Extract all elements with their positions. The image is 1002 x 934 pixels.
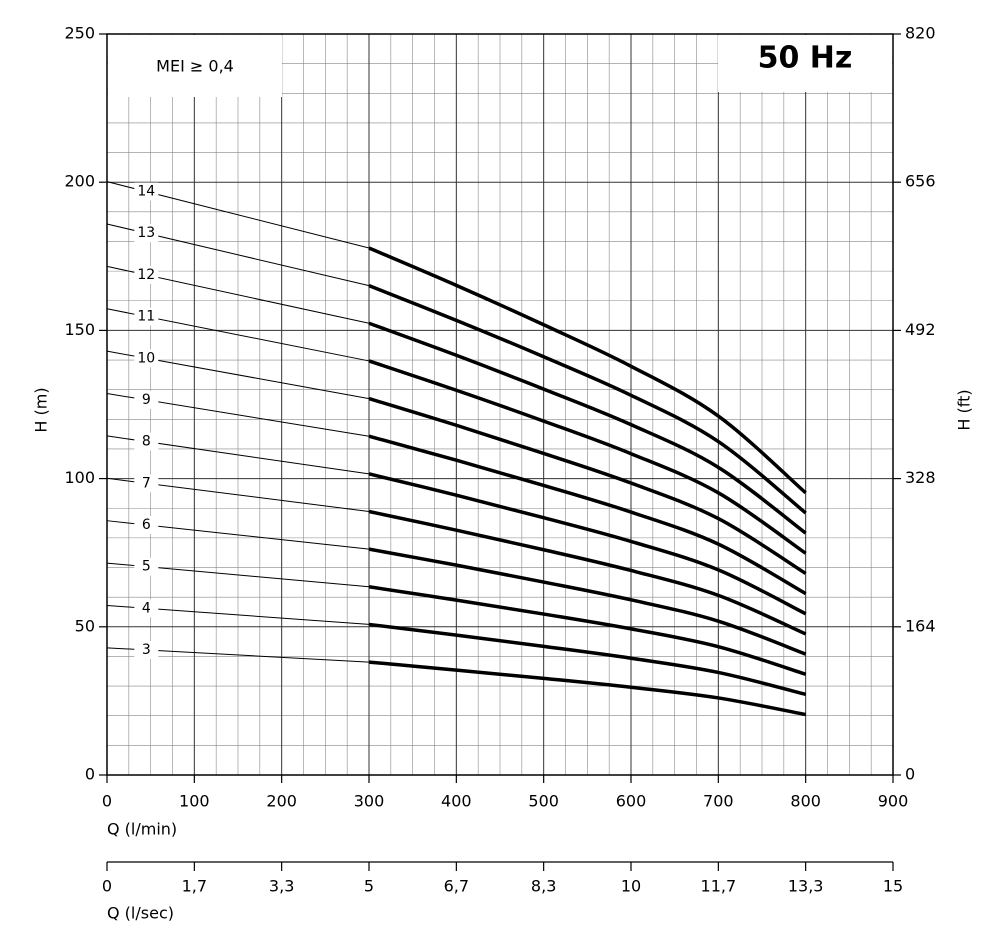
curve-label: 14 (137, 184, 155, 200)
y-tick-label: 100 (64, 468, 95, 487)
annotation-box (718, 35, 892, 92)
x2-tick-label: 6,7 (444, 877, 469, 896)
x2-tick-label: 11,7 (701, 877, 737, 896)
y-axis-label: H (m) (32, 387, 51, 432)
x-tick-label: 600 (616, 792, 647, 811)
curve (368, 246, 807, 495)
x-tick-label: 300 (354, 792, 385, 811)
y2-tick-label: 164 (905, 616, 936, 635)
x-tick-label: 900 (878, 792, 909, 811)
x2-tick-label: 8,3 (531, 877, 556, 896)
curve-label: 9 (142, 392, 151, 408)
x2-tick-label: 1,7 (182, 877, 207, 896)
curve (368, 622, 807, 697)
y-tick-label: 250 (64, 24, 95, 43)
annotation: MEI ≥ 0,4 (156, 57, 234, 76)
y2-tick-label: 0 (905, 765, 915, 784)
x-tick-label: 100 (179, 792, 210, 811)
curve (368, 547, 807, 656)
curve-label: 11 (137, 309, 155, 325)
curve-label-bg (134, 182, 159, 201)
curve-label: 13 (137, 225, 155, 241)
curve-label-bg (134, 474, 159, 493)
y2-axis-label: H (ft) (955, 389, 974, 430)
curve (368, 396, 807, 575)
annotation-box (108, 35, 282, 97)
x2-tick-label: 10 (621, 877, 641, 896)
curve (368, 660, 806, 717)
curve-label-bg (134, 349, 159, 368)
x2-tick-label: 0 (102, 877, 112, 896)
curve-label: 12 (137, 267, 155, 283)
y2-tick-label: 656 (905, 172, 936, 191)
x2-tick-label: 15 (883, 877, 903, 896)
x-tick-label: 200 (266, 792, 297, 811)
curve-label-bg (134, 640, 159, 659)
y2-tick-label: 328 (905, 468, 936, 487)
x-tick-label: 400 (441, 792, 472, 811)
curve (368, 284, 807, 515)
curve-label: 8 (142, 434, 151, 450)
curve-label-bg (134, 599, 159, 618)
x-axis-label: Q (l/min) (107, 820, 177, 839)
curve-label-bg (134, 265, 159, 284)
x-tick-label: 500 (528, 792, 559, 811)
x2-tick-label: 13,3 (788, 877, 824, 896)
y-tick-label: 50 (75, 616, 95, 635)
x-tick-label: 800 (790, 792, 821, 811)
curve-label-bg (134, 307, 159, 326)
x2-axis-label: Q (l/sec) (107, 904, 174, 923)
y-tick-label: 200 (64, 172, 95, 191)
curve (368, 434, 807, 596)
curve (368, 585, 807, 676)
x-tick-label: 0 (102, 792, 112, 811)
curve-label: 10 (137, 350, 155, 366)
annotation: 50 Hz (758, 41, 853, 76)
x-tick-label: 700 (703, 792, 734, 811)
curve-label-bg (134, 557, 159, 576)
plot-frame (106, 33, 894, 776)
curve-label-bg (134, 224, 159, 243)
y2-tick-label: 820 (905, 24, 936, 43)
curve (368, 472, 807, 616)
x2-tick-label: 3,3 (269, 877, 294, 896)
curve-label: 6 (142, 517, 151, 533)
curve (368, 359, 807, 555)
curve (368, 509, 807, 636)
y2-tick-label: 492 (905, 320, 936, 339)
curve-label: 5 (142, 559, 151, 575)
curve-label: 4 (142, 600, 151, 616)
curve-label: 7 (142, 475, 151, 491)
curve-label-bg (134, 432, 159, 451)
curve-label-bg (134, 515, 159, 534)
curve-label-bg (134, 390, 159, 409)
y-tick-label: 150 (64, 320, 95, 339)
curve-label: 3 (142, 642, 151, 658)
curve (368, 321, 807, 535)
x2-tick-label: 5 (364, 877, 374, 896)
y-tick-label: 0 (85, 765, 95, 784)
